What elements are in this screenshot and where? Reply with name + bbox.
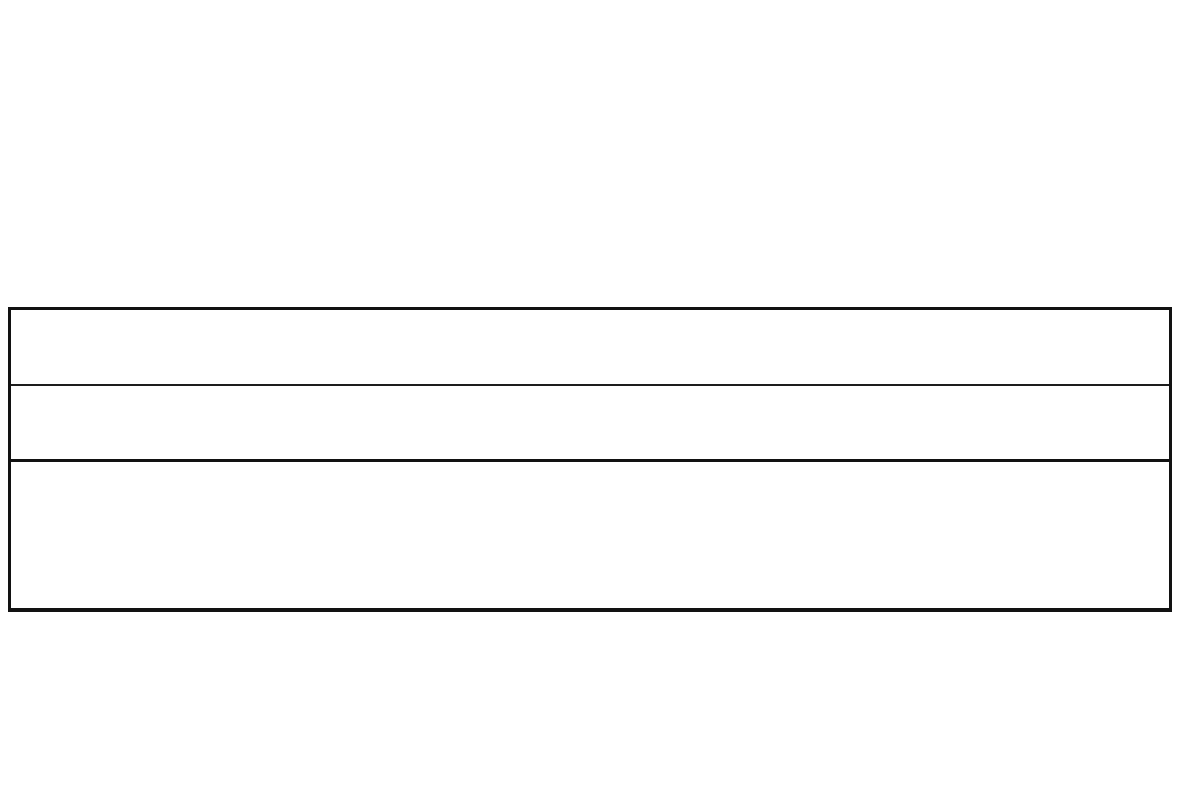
kelvin-axis	[8, 462, 1172, 612]
temperature-gradient-bar	[8, 307, 1172, 462]
gradient-divider-line	[11, 384, 1169, 386]
